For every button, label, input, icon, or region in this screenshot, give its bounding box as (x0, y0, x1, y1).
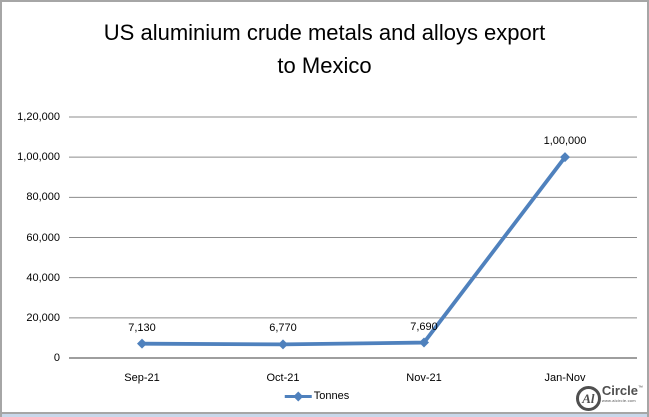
x-axis-label: Oct-21 (266, 372, 300, 384)
alcircle-logo-circle-text: Al (582, 390, 595, 406)
data-point-marker (560, 152, 570, 163)
alcircle-logo-trademark: ™ (638, 385, 643, 391)
x-axis-label: Jan-Nov (544, 372, 586, 384)
series-line (140, 155, 567, 347)
chart-title-line1: US aluminium crude metals and alloys exp… (103, 20, 546, 45)
alcircle-logo-url: www.alcircle.com (601, 398, 636, 403)
data-label: 7,690 (410, 320, 438, 333)
data-label: 6,770 (269, 322, 297, 335)
x-axis-label: Sep-21 (124, 372, 160, 384)
y-tick-label: 20,000 (26, 311, 60, 324)
y-tick-label: 1,00,000 (17, 151, 60, 164)
chart-title-line2: to Mexico (277, 53, 372, 78)
chart-title: US aluminium crude metals and alloys exp… (2, 16, 647, 82)
data-point-marker (278, 339, 288, 350)
legend-line-marker-icon (284, 391, 312, 402)
y-tick-label: 0 (53, 352, 60, 364)
data-point-marker (137, 338, 147, 349)
y-tick-label: 80,000 (26, 191, 60, 204)
x-axis-label: Nov-21 (406, 372, 442, 384)
data-label: 7,130 (128, 321, 156, 334)
legend-label: Tonnes (313, 390, 350, 402)
frame-bottom-strip (2, 414, 647, 417)
y-tick-label: 60,000 (26, 231, 60, 244)
legend-diamond-icon (293, 391, 304, 402)
data-label: 1,00,000 (543, 135, 587, 148)
frame-bottom-border (2, 412, 647, 414)
alcircle-logo-circle-icon: Al (575, 386, 601, 411)
legend: Tonnes (284, 390, 350, 403)
alcircle-logo: Al Circle ™ www.alcircle.com (575, 383, 643, 411)
y-tick-label: 40,000 (26, 271, 60, 284)
y-tick-label: 1,20,000 (17, 111, 60, 123)
data-point-marker (419, 337, 429, 348)
alcircle-logo-name: Circle (601, 383, 638, 398)
